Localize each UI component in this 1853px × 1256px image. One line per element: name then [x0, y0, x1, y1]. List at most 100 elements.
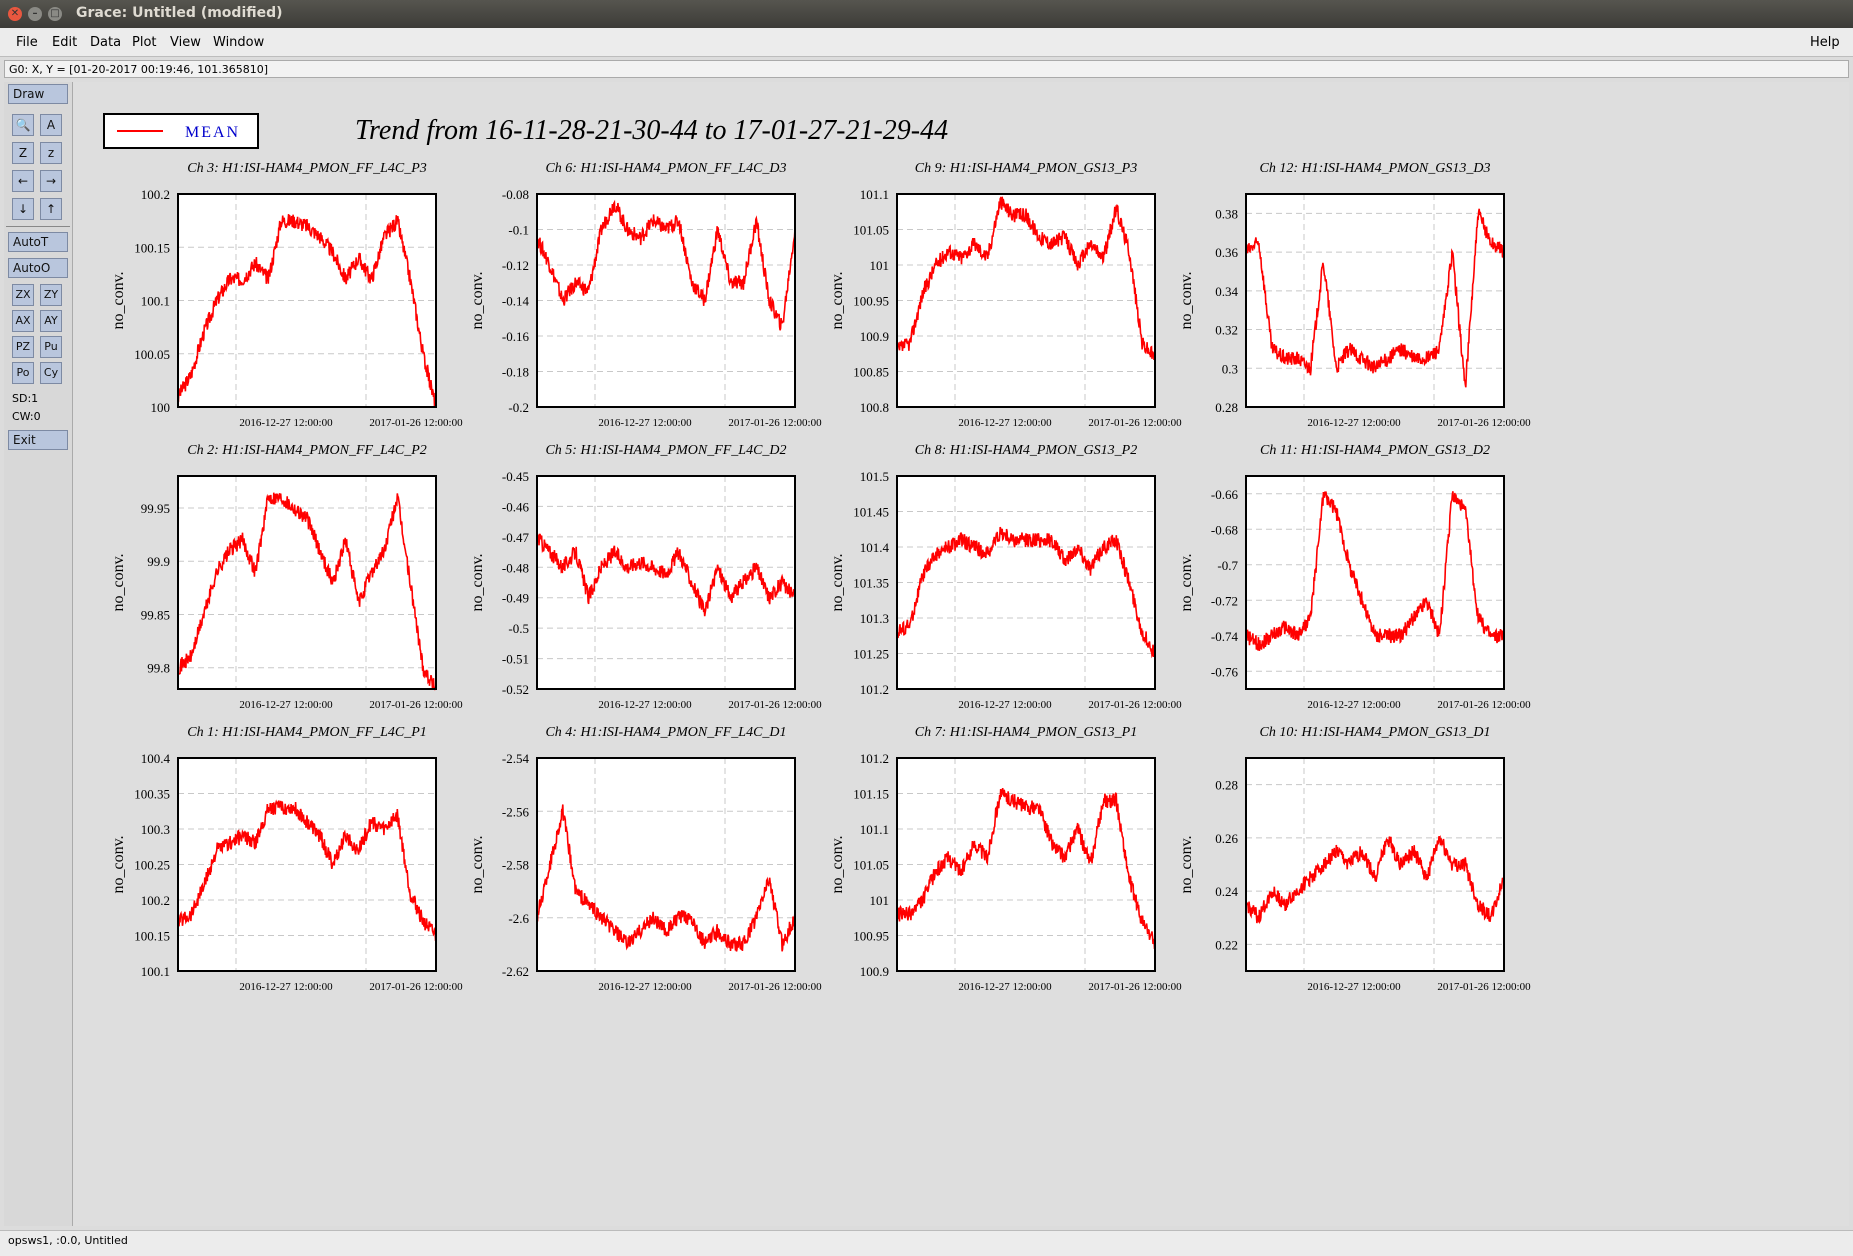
chart-title: Ch 1: H1:ISI-HAM4_PMON_FF_L4C_P1: [187, 725, 427, 740]
draw-button[interactable]: Draw: [8, 84, 68, 104]
close-icon[interactable]: ✕: [8, 7, 22, 21]
text-icon[interactable]: A: [40, 114, 62, 136]
legend-label: MEAN: [185, 124, 240, 141]
chart-10: Ch 4: H1:ISI-HAM4_PMON_FF_L4C_D1 -2.62 -2.…: [469, 725, 822, 993]
chart-6: Ch 5: H1:ISI-HAM4_PMON_FF_L4C_D2 -0.52 -0.…: [469, 443, 822, 711]
maximize-icon[interactable]: □: [48, 7, 62, 21]
y-tick-label: -0.51: [502, 652, 529, 667]
po-button[interactable]: Po: [12, 362, 34, 384]
y-tick-label: 101: [870, 893, 890, 908]
chart-2: Ch 6: H1:ISI-HAM4_PMON_FF_L4C_D3 -0.2 -0.1…: [469, 161, 822, 429]
zy-button[interactable]: ZY: [40, 284, 62, 306]
page-title: Trend from 16-11-28-21-30-44 to 17-01-27…: [355, 115, 948, 146]
plot-frame: [536, 757, 796, 972]
autoo-button[interactable]: AutoO: [8, 258, 68, 278]
zx-button[interactable]: ZX: [12, 284, 34, 306]
y-tick-label: 101.05: [853, 223, 889, 238]
arrow-up-icon[interactable]: ↑: [40, 198, 62, 220]
y-tick-label: -0.45: [502, 469, 529, 484]
y-tick-label: 100: [151, 400, 171, 415]
y-tick-label: 0.28: [1215, 400, 1238, 415]
y-axis-label: no_conv.: [469, 271, 486, 329]
x-tick-label: 2016-12-27 12:00:00: [958, 417, 1052, 429]
chart-1: Ch 3: H1:ISI-HAM4_PMON_FF_L4C_P3 100 100.0…: [110, 161, 463, 429]
y-axis-label: no_conv.: [469, 835, 486, 893]
y-tick-label: 100.9: [860, 329, 889, 344]
chart-5: Ch 2: H1:ISI-HAM4_PMON_FF_L4C_P2 99.8 99.8…: [110, 443, 463, 711]
y-tick-label: 99.9: [147, 554, 170, 569]
zoom-z-icon[interactable]: Z: [12, 142, 34, 164]
y-tick-label: 101.5: [860, 469, 889, 484]
ay-button[interactable]: AY: [40, 310, 62, 332]
y-tick-label: 101.25: [853, 647, 889, 662]
cy-button[interactable]: Cy: [40, 362, 62, 384]
menu-edit[interactable]: Edit: [52, 35, 78, 50]
series-line: [536, 533, 796, 617]
y-tick-label: 101.3: [860, 611, 889, 626]
x-tick-label: 2017-01-26 12:00:00: [369, 981, 463, 993]
plot-frame: [896, 193, 1156, 408]
x-tick-label: 2016-12-27 12:00:00: [1307, 699, 1401, 711]
plot-frame: [1245, 475, 1505, 690]
chart-11: Ch 7: H1:ISI-HAM4_PMON_GS13_P1 100.9 100.9…: [829, 725, 1182, 993]
menu-data[interactable]: Data: [90, 35, 122, 50]
plot-frame: [896, 757, 1156, 972]
x-tick-label: 2016-12-27 12:00:00: [239, 699, 333, 711]
legend-box[interactable]: MEAN: [103, 113, 259, 149]
pz-button[interactable]: PZ: [12, 336, 34, 358]
menu-file[interactable]: File: [16, 35, 38, 50]
y-tick-label: 101.35: [853, 576, 889, 591]
exit-button[interactable]: Exit: [8, 430, 68, 450]
x-tick-label: 2016-12-27 12:00:00: [1307, 417, 1401, 429]
y-tick-label: 100.95: [853, 929, 889, 944]
plot-area: [178, 476, 436, 689]
x-tick-label: 2017-01-26 12:00:00: [369, 699, 463, 711]
y-tick-label: -0.08: [502, 187, 529, 202]
y-tick-label: -2.54: [502, 751, 530, 766]
pu-button[interactable]: Pu: [40, 336, 62, 358]
y-axis-label: no_conv.: [829, 835, 846, 893]
menu-window[interactable]: Window: [213, 35, 265, 50]
zoom-small-z-icon[interactable]: z: [40, 142, 62, 164]
y-tick-label: -0.48: [502, 560, 529, 575]
arrow-right-icon[interactable]: →: [40, 170, 62, 192]
x-tick-label: 2016-12-27 12:00:00: [239, 417, 333, 429]
zoom-icon[interactable]: 🔍: [12, 114, 34, 136]
y-tick-label: 101.2: [860, 751, 889, 766]
plot-area: [537, 476, 795, 689]
series-line: [177, 799, 437, 942]
y-tick-label: 100.85: [853, 365, 889, 380]
plot-frame: [536, 475, 796, 690]
x-tick-label: 2017-01-26 12:00:00: [1088, 699, 1182, 711]
y-tick-label: 0.32: [1215, 323, 1238, 338]
ax-button[interactable]: AX: [12, 310, 34, 332]
menu-help[interactable]: Help: [1810, 35, 1840, 50]
x-tick-label: 2017-01-26 12:00:00: [1088, 981, 1182, 993]
y-tick-label: -0.47: [502, 530, 530, 545]
y-tick-label: 0.26: [1215, 831, 1238, 846]
plot-frame: [177, 757, 437, 972]
y-tick-label: -2.62: [502, 964, 529, 979]
x-tick-label: 2017-01-26 12:00:00: [1437, 417, 1531, 429]
y-axis-label: no_conv.: [1178, 835, 1195, 893]
y-tick-label: 101.4: [860, 540, 890, 555]
y-axis-label: no_conv.: [1178, 271, 1195, 329]
menu-plot[interactable]: Plot: [132, 35, 157, 50]
y-tick-label: 100.4: [141, 751, 171, 766]
plot-area: [897, 758, 1155, 971]
y-tick-label: 101.1: [860, 822, 889, 837]
minimize-icon[interactable]: –: [28, 7, 42, 21]
menu-view[interactable]: View: [170, 35, 201, 50]
series-line: [896, 196, 1156, 362]
y-tick-label: -0.72: [1211, 593, 1238, 608]
plot-canvas[interactable]: MEAN Trend from 16-11-28-21-30-44 to 17-…: [73, 82, 1849, 1226]
arrow-left-icon[interactable]: ←: [12, 170, 34, 192]
chart-title: Ch 10: H1:ISI-HAM4_PMON_GS13_D1: [1260, 725, 1491, 740]
plot-frame: [177, 475, 437, 690]
x-tick-label: 2016-12-27 12:00:00: [598, 699, 692, 711]
y-tick-label: -0.14: [502, 294, 530, 309]
arrow-down-icon[interactable]: ↓: [12, 198, 34, 220]
autot-button[interactable]: AutoT: [8, 232, 68, 252]
series-line: [896, 787, 1156, 950]
y-tick-label: 100.1: [141, 294, 170, 309]
